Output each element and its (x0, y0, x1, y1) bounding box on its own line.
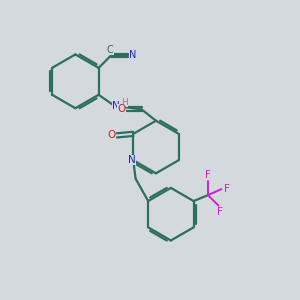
Text: O: O (108, 130, 116, 140)
Text: O: O (117, 104, 125, 114)
Text: N: N (129, 50, 136, 60)
Text: F: F (224, 184, 230, 194)
Text: N: N (112, 101, 120, 111)
Text: F: F (205, 170, 211, 180)
Text: C: C (107, 45, 114, 55)
Text: H: H (122, 98, 128, 107)
Text: F: F (217, 206, 223, 217)
Text: N: N (128, 155, 136, 165)
